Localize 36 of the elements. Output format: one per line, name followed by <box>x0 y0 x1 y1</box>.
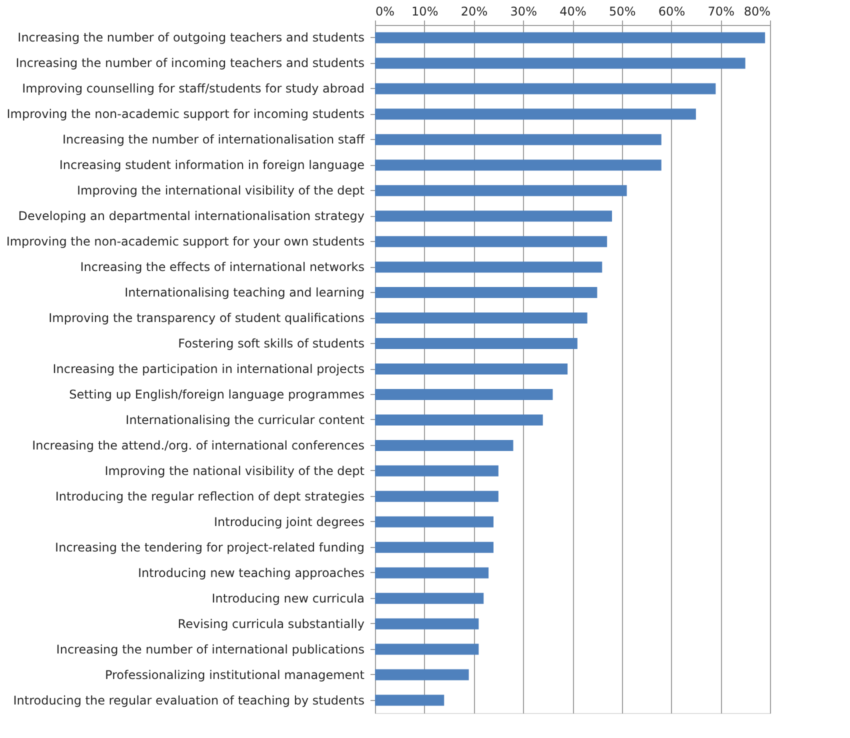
x-tick-label: 20% <box>460 4 488 18</box>
y-tick-label: Internationalising teaching and learning <box>124 286 364 300</box>
y-tick-label: Developing an departmental internationalisation strategy <box>18 209 364 224</box>
x-tick-label: 40% <box>560 4 586 18</box>
x-tick-label: 70% <box>708 4 734 18</box>
y-tick-label: Introducing new curricula <box>212 591 364 606</box>
y-tick-label: Internationalising the curricular content <box>126 412 365 427</box>
y-tick-label: Fostering soft skills of students <box>178 336 364 351</box>
x-tick-label: 60% <box>658 4 686 18</box>
y-tick-label: Introducing the regular reflection of dept strategies <box>55 489 364 504</box>
y-tick-label: Increasing the number of outgoing teachers and students <box>18 30 364 45</box>
y-tick-label: Increasing the number of internationalisation staff <box>62 132 366 147</box>
y-tick-label: Improving the non-academic support for incoming students <box>6 107 364 122</box>
y-tick-label: Improving the transparency of student qualifications <box>48 311 364 326</box>
x-tick-label: 30% <box>510 4 537 18</box>
y-tick-label: Improving counselling for staff/students for study abroad <box>22 82 364 96</box>
y-tick-label: Improving the international visibility of the dept <box>76 184 365 198</box>
x-tick-label: 50% <box>609 4 636 18</box>
y-tick-label: Increasing student information in foreign language <box>59 158 364 172</box>
y-tick-label: Improving the national visibility of the dept <box>104 464 365 478</box>
x-tick-label: 10% <box>412 4 438 18</box>
y-tick-label: Setting up English/foreign language programmes <box>69 387 364 402</box>
y-tick-label: Increasing the number of incoming teachers and students <box>16 56 364 70</box>
y-tick-label: Increasing the attend./org. of international conferences <box>32 438 364 452</box>
y-tick-label: Introducing the regular evaluation of teaching by students <box>13 693 364 708</box>
y-tick-label: Professionalizing institutional management <box>104 668 365 682</box>
x-tick-label: 0% <box>376 4 395 18</box>
y-tick-label: Increasing the number of international publications <box>56 642 364 656</box>
y-tick-label: Revising curricula substantially <box>178 616 364 631</box>
y-tick-label: Increasing the effects of international networks <box>80 260 364 274</box>
y-tick-label: Introducing new teaching approaches <box>138 566 364 580</box>
y-tick-label: Introducing joint degrees <box>214 514 364 529</box>
y-tick-label: Increasing the participation in international projects <box>52 362 364 376</box>
y-tick-label: Improving the non-academic support for your own students <box>6 234 364 249</box>
y-tick-label: Increasing the tendering for project-related funding <box>55 540 364 554</box>
x-tick-label: 80% <box>744 4 770 18</box>
